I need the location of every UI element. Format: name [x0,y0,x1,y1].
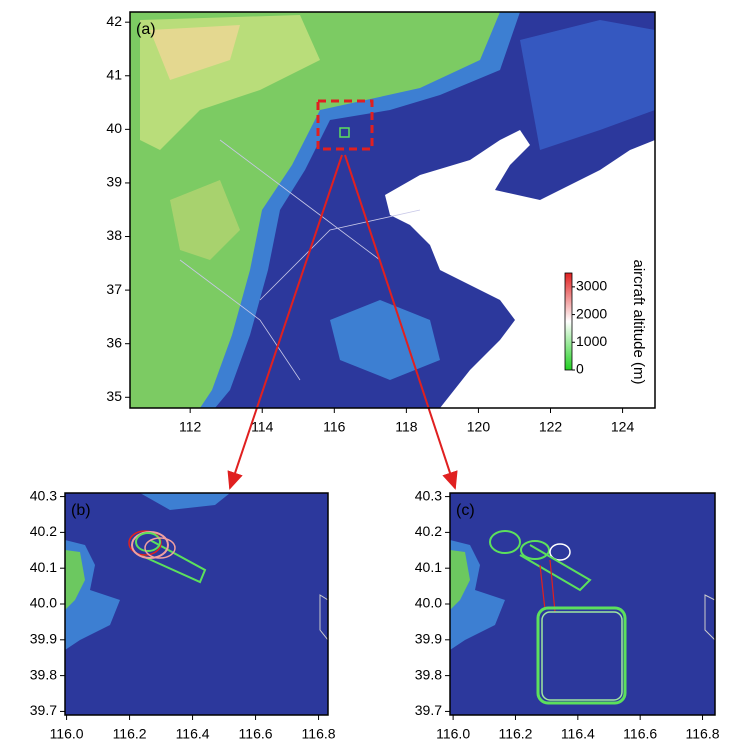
x-tick-label: 122 [539,419,563,435]
y-tick-label: 40.2 [30,523,57,539]
y-tick-label: 39.7 [415,702,442,718]
colorbar-tick-label: 2000 [576,305,607,321]
x-tick-label: 116.6 [623,726,657,742]
figure: 112 114 116 118 120 122 124 35 36 37 38 39 40 41 42 (a)… [0,0,752,753]
x-tick-label: 116.0 [436,726,470,742]
x-tick-label: 116 [323,419,346,435]
y-tick-label: 39.7 [30,702,57,718]
x-tick-label: 118 [395,419,418,435]
y-tick-label: 40.1 [30,559,57,575]
y-tick-label: 40.0 [30,595,57,611]
x-tick-label: 116.8 [686,726,720,742]
y-tick-label: 39.8 [30,666,57,682]
y-tick-label: 39.9 [30,631,57,647]
x-tick-label: 116.8 [302,726,336,742]
panel-label: (c) [456,502,475,519]
y-tick-label: 39.8 [415,666,442,682]
colorbar-label: aircraft altitude (m) [630,259,647,384]
y-tick-label: 42 [106,13,122,29]
y-tick-label: 40.0 [415,595,442,611]
y-tick-label: 41 [106,66,122,82]
panel-label: (b) [71,502,91,519]
y-tick-label: 40 [106,120,122,136]
x-tick-label: 116.2 [113,726,147,742]
y-tick-label: 40.1 [415,559,442,575]
panel-label: (a) [136,21,156,38]
y-tick-label: 35 [106,388,122,404]
y-tick-label: 39 [106,174,122,190]
x-tick-label: 120 [467,419,491,435]
x-tick-label: 124 [611,419,635,435]
colorbar [565,273,572,370]
y-tick-label: 37 [106,281,122,297]
y-tick-label: 36 [106,334,122,350]
y-tick-label: 40.3 [415,487,442,503]
x-tick-label: 114 [251,419,274,435]
x-tick-label: 116.4 [561,726,595,742]
y-tick-label: 39.9 [415,631,442,647]
terrain-c [450,493,715,715]
x-tick-label: 116.6 [239,726,273,742]
x-tick-label: 112 [179,419,202,435]
x-tick-label: 116.0 [50,726,84,742]
colorbar-tick-label: 3000 [576,278,607,294]
colorbar-tick-label: 1000 [576,333,607,349]
x-tick-label: 116.2 [498,726,532,742]
x-tick-label: 116.4 [176,726,210,742]
y-tick-label: 40.3 [30,487,57,503]
y-tick-label: 40.2 [415,523,442,539]
terrain-b [65,493,328,715]
colorbar-tick-label: 0 [576,361,584,377]
y-tick-label: 38 [106,227,122,243]
